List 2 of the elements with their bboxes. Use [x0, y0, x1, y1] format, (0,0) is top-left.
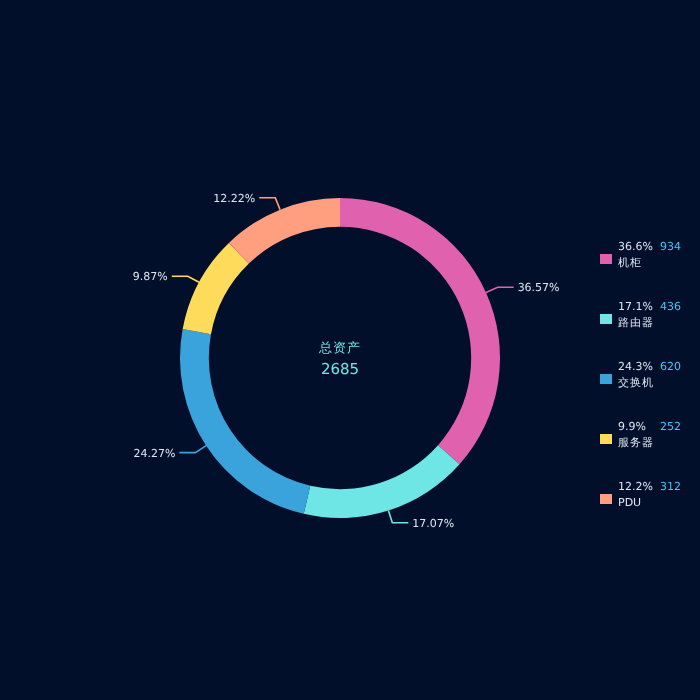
donut-slice — [303, 445, 460, 518]
donut-slice — [180, 328, 311, 514]
